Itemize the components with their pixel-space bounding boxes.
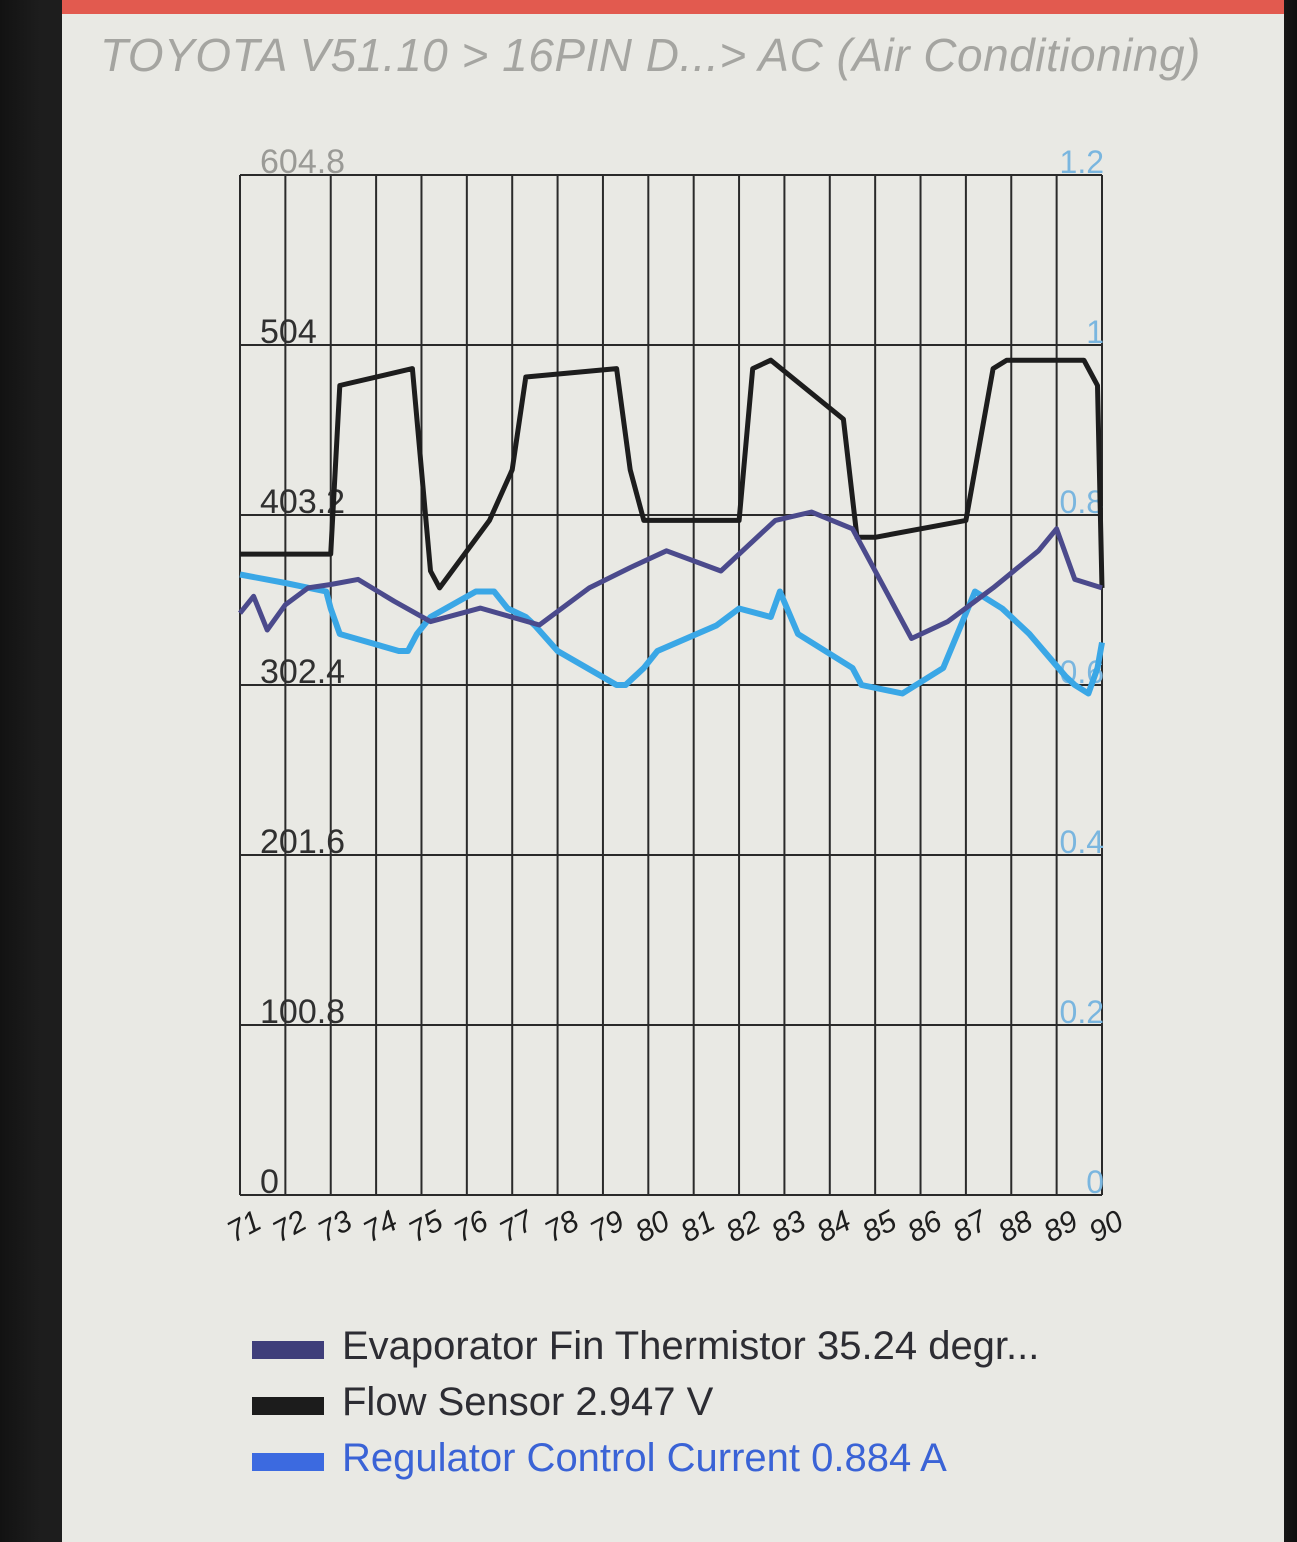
x-axis-tick-label: 71 [222,1204,267,1249]
series-line-regulator [239,571,1105,697]
x-axis-tick-label: 85 [857,1204,902,1249]
status-accent-bar [62,0,1284,14]
x-axis-tick-label: 78 [539,1204,584,1249]
x-axis-tick-label: 86 [902,1204,947,1249]
series-line-flow-sensor [240,357,1105,591]
legend-swatch [252,1397,324,1415]
right-axis-tick-label: 0.2 [1060,994,1104,1030]
right-axis-tick-label: 0 [1086,1164,1104,1200]
x-axis-tick-label: 83 [766,1204,811,1249]
x-axis-tick-label: 84 [812,1204,857,1249]
chart-series [238,357,1105,697]
legend-item-regulator[interactable]: Regulator Control Current 0.884 A [252,1430,1212,1486]
x-axis-tick-label: 74 [358,1204,403,1249]
x-axis-tick-label: 81 [675,1204,720,1249]
breadcrumb[interactable]: TOYOTA V51.10 > 16PIN D...> AC (Air Cond… [100,29,1201,81]
legend-item-flow-sensor[interactable]: Flow Sensor 2.947 V [252,1374,1212,1430]
left-axis-tick-label: 302.4 [260,653,345,691]
right-axis-tick-label: 0.4 [1060,824,1104,860]
x-axis-tick-label: 77 [494,1204,540,1249]
right-axis-tick-label: 1.2 [1060,144,1104,180]
x-axis-tick-label: 80 [630,1204,675,1249]
left-axis-tick-label: 201.6 [260,823,345,861]
x-axis-tick-label: 88 [993,1204,1038,1249]
x-axis-tick-label: 82 [721,1204,766,1249]
left-axis-tick-label: 504 [260,313,317,351]
legend-label: Regulator Control Current 0.884 A [342,1435,947,1480]
right-axis-tick-label: 0.8 [1060,484,1104,520]
legend-item-evaporator[interactable]: Evaporator Fin Thermistor 35.24 degr... [252,1318,1212,1374]
legend-label: Evaporator Fin Thermistor 35.24 degr... [342,1323,1040,1368]
series-line-evaporator [238,509,1103,641]
legend-swatch [252,1341,324,1359]
x-axis-tick-label: 90 [1084,1204,1129,1249]
left-axis-tick-label: 604.8 [260,143,345,181]
right-axis-tick-label: 1 [1086,314,1104,350]
x-axis-tick-label: 76 [449,1204,494,1249]
legend-label: Flow Sensor 2.947 V [342,1379,714,1424]
x-axis-tick-label: 87 [948,1204,994,1249]
x-axis-tick-label: 79 [585,1204,630,1249]
app-screen: TOYOTA V51.10 > 16PIN D...> AC (Air Cond… [62,0,1284,1542]
x-axis-tick-label: 73 [313,1204,358,1249]
chart-legend: Evaporator Fin Thermistor 35.24 degr... … [252,1318,1212,1486]
chart-grid [239,174,1103,1196]
left-axis-tick-label: 0 [260,1163,279,1201]
x-axis-tick-label: 75 [403,1204,448,1249]
x-axis-tick-label: 89 [1038,1204,1083,1249]
x-axis-ticks: 71 72 73 74 75 76 77 78 79 80 81 82 83 84 85 86 87 88 89 90 [222,1204,1129,1249]
x-axis-tick-label: 72 [267,1204,312,1249]
left-axis-tick-label: 100.8 [260,993,345,1031]
legend-swatch [252,1453,324,1471]
